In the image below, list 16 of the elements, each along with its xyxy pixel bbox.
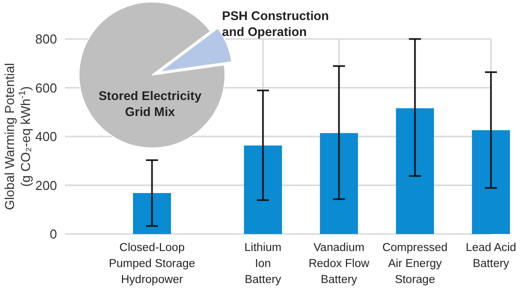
bar xyxy=(320,133,358,234)
slice-label: Stored Electricity Grid Mix xyxy=(98,89,202,119)
y-tick-label: 800 xyxy=(35,32,57,47)
bar xyxy=(396,108,434,234)
bar xyxy=(472,130,510,234)
x-tick-label: Vanadium Redox Flow Battery xyxy=(308,242,370,286)
y-tick-label: 200 xyxy=(35,178,57,193)
bar xyxy=(244,146,282,234)
x-tick-label: Lead Acid Battery xyxy=(466,242,516,270)
y-tick-label: 400 xyxy=(35,129,57,144)
x-tick-label: Lithium Ion Battery xyxy=(244,242,282,286)
y-tick-label: 0 xyxy=(50,226,57,242)
slice-label: PSH Construction and Operation xyxy=(222,9,329,39)
y-tick-label: 600 xyxy=(35,80,57,96)
x-tick-label: Closed-Loop Pumped Storage Hydropower xyxy=(108,242,196,286)
x-tick-label: Compressed Air Energy Storage xyxy=(382,242,448,286)
